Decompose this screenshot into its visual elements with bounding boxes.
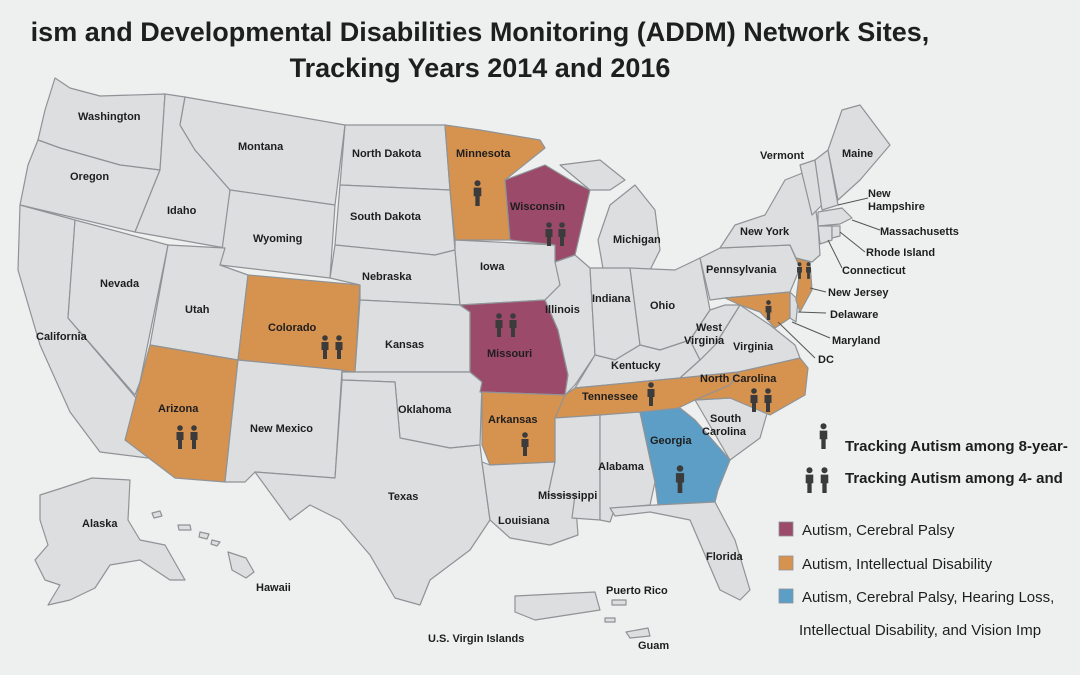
- label-new-mexico: New Mexico: [250, 423, 313, 435]
- label-rhode-island: Rhode Island: [866, 247, 935, 259]
- label-wyoming: Wyoming: [253, 233, 302, 245]
- callout-lines: [777, 197, 881, 359]
- state-us-virgin-islands: [604, 599, 627, 623]
- state-new-mexico: [224, 359, 343, 483]
- label-louisiana: Louisiana: [498, 515, 550, 527]
- two-persons-icon: [805, 467, 814, 493]
- title-line-1: ism and Developmental Disabilities Monit…: [30, 17, 930, 47]
- state-alaska: [34, 477, 186, 606]
- state-rhode-island: [831, 225, 841, 239]
- legend-category-autism-cp: Autism, Cerebral Palsy: [778, 521, 955, 539]
- label-south-carolina-2: Carolina: [702, 426, 747, 438]
- label-arizona: Arizona: [158, 403, 199, 415]
- label-north-carolina: North Carolina: [700, 373, 777, 385]
- label-oklahoma: Oklahoma: [398, 404, 452, 416]
- label-vermont: Vermont: [760, 150, 804, 162]
- legend-tracking-4-8-label: Tracking Autism among 4- and: [845, 470, 1063, 487]
- label-us-virgin-islands: U.S. Virgin Islands: [428, 633, 524, 645]
- state-puerto-rico: [514, 591, 601, 621]
- legend-label-autism-multi-2: Intellectual Disability, and Vision Imp: [799, 622, 1041, 639]
- label-virginia: Virginia: [733, 341, 774, 353]
- label-north-dakota: North Dakota: [352, 148, 422, 160]
- state-georgia: [639, 407, 731, 506]
- state-maine: [827, 104, 891, 201]
- legend-swatch-id: [778, 555, 794, 571]
- title-line-2: Tracking Years 2014 and 2016: [289, 53, 671, 83]
- state-connecticut: [817, 225, 833, 245]
- label-new-york: New York: [740, 226, 790, 238]
- label-missouri: Missouri: [487, 348, 532, 360]
- legend: Tracking Autism among 8-year- Tracking A…: [778, 423, 1068, 639]
- label-utah: Utah: [185, 304, 210, 316]
- legend-tracking-8: Tracking Autism among 8-year-: [819, 423, 1068, 455]
- state-kansas: [354, 299, 471, 373]
- label-montana: Montana: [238, 141, 284, 153]
- label-new-hampshire-2: Hampshire: [868, 201, 925, 213]
- legend-label-autism-id: Autism, Intellectual Disability: [802, 556, 993, 573]
- label-michigan: Michigan: [613, 234, 661, 246]
- legend-label-autism-cp: Autism, Cerebral Palsy: [802, 522, 955, 539]
- label-nevada: Nevada: [100, 278, 140, 290]
- label-alaska: Alaska: [82, 518, 118, 530]
- label-florida: Florida: [706, 551, 744, 563]
- label-south-dakota: South Dakota: [350, 211, 422, 223]
- legend-tracking-4-8: Tracking Autism among 4- and: [805, 467, 1063, 493]
- state-texas: [254, 379, 491, 606]
- label-iowa: Iowa: [480, 261, 505, 273]
- legend-category-autism-multi: Autism, Cerebral Palsy, Hearing Loss, In…: [778, 588, 1054, 639]
- label-georgia: Georgia: [650, 435, 692, 447]
- state-hawaii: [151, 510, 255, 579]
- state-guam: [625, 627, 651, 639]
- label-mississippi: Mississippi: [538, 490, 597, 502]
- label-washington: Washington: [78, 111, 141, 123]
- label-kentucky: Kentucky: [611, 360, 661, 372]
- legend-swatch-multi: [778, 588, 794, 604]
- label-illinois: Illinois: [545, 304, 580, 316]
- label-connecticut: Connecticut: [842, 265, 906, 277]
- label-south-carolina-1: South: [710, 413, 741, 425]
- state-iowa: [454, 239, 561, 306]
- state-florida: [609, 501, 751, 601]
- label-maryland: Maryland: [832, 335, 880, 347]
- legend-label-autism-multi-1: Autism, Cerebral Palsy, Hearing Loss,: [802, 589, 1054, 606]
- state-michigan: [559, 159, 661, 281]
- label-maine: Maine: [842, 148, 873, 160]
- state-north-carolina: [694, 357, 809, 416]
- label-west-virginia-1: West: [696, 322, 722, 334]
- legend-category-autism-id: Autism, Intellectual Disability: [778, 555, 993, 573]
- label-arkansas: Arkansas: [488, 414, 538, 426]
- label-california: California: [36, 331, 88, 343]
- label-texas: Texas: [388, 491, 418, 503]
- label-puerto-rico: Puerto Rico: [606, 585, 668, 597]
- label-ohio: Ohio: [650, 300, 675, 312]
- label-kansas: Kansas: [385, 339, 424, 351]
- label-delaware: Delaware: [830, 309, 878, 321]
- label-west-virginia-2: Virginia: [684, 335, 725, 347]
- label-guam: Guam: [638, 640, 669, 652]
- single-person-icon: [819, 423, 828, 449]
- label-colorado: Colorado: [268, 322, 317, 334]
- label-new-hampshire-1: New: [868, 188, 891, 200]
- label-massachusetts: Massachusetts: [880, 226, 959, 238]
- label-hawaii: Hawaii: [256, 582, 291, 594]
- label-minnesota: Minnesota: [456, 148, 511, 160]
- label-new-jersey: New Jersey: [828, 287, 889, 299]
- label-idaho: Idaho: [167, 205, 197, 217]
- label-nebraska: Nebraska: [362, 271, 412, 283]
- label-tennessee: Tennessee: [582, 391, 638, 403]
- state-nevada: [67, 219, 169, 396]
- legend-swatch-cp: [778, 521, 794, 537]
- state-massachusetts: [817, 207, 853, 227]
- map-title: ism and Developmental Disabilities Monit…: [0, 14, 1000, 86]
- legend-tracking-8-label: Tracking Autism among 8-year-: [845, 438, 1068, 455]
- label-indiana: Indiana: [592, 293, 631, 305]
- label-wisconsin: Wisconsin: [510, 201, 565, 213]
- label-dc: DC: [818, 354, 834, 366]
- label-pennsylvania: Pennsylvania: [706, 264, 777, 276]
- label-alabama: Alabama: [598, 461, 645, 473]
- label-oregon: Oregon: [70, 171, 109, 183]
